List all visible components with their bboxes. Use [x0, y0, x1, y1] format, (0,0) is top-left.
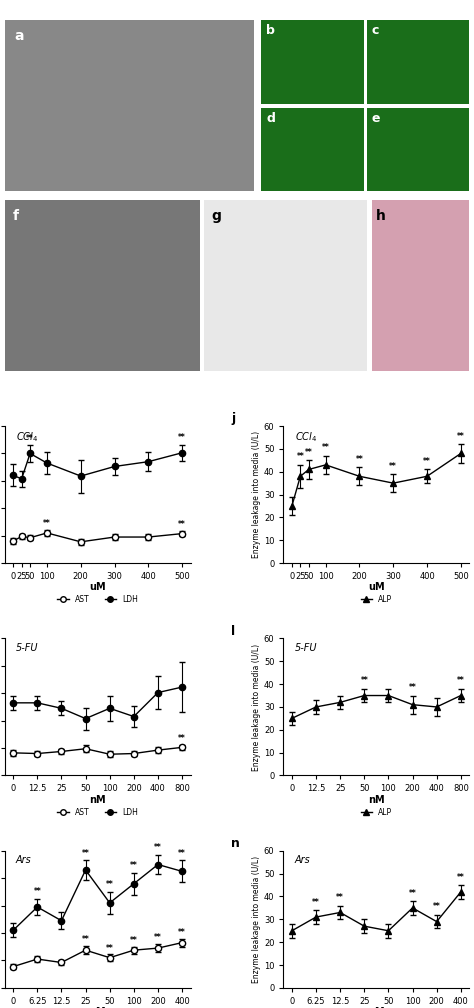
- Text: **: **: [82, 849, 90, 858]
- Text: c: c: [372, 24, 379, 37]
- Text: **: **: [296, 453, 304, 462]
- Text: 5-FU: 5-FU: [16, 642, 38, 652]
- Text: **: **: [305, 448, 313, 457]
- Legend: ALP: ALP: [357, 592, 395, 607]
- X-axis label: nM: nM: [368, 795, 385, 804]
- Y-axis label: Enzyme leakage into media (U/L): Enzyme leakage into media (U/L): [252, 643, 261, 770]
- Text: **: **: [154, 844, 162, 853]
- Text: **: **: [409, 889, 417, 898]
- Text: **: **: [457, 676, 465, 685]
- Text: n: n: [231, 837, 240, 850]
- Text: **: **: [457, 873, 465, 882]
- Text: a: a: [15, 28, 24, 42]
- Text: j: j: [231, 412, 236, 425]
- Text: **: **: [457, 431, 465, 440]
- X-axis label: nM: nM: [89, 795, 106, 804]
- Text: **: **: [178, 433, 186, 443]
- Text: CCl$_4$: CCl$_4$: [16, 430, 38, 444]
- Text: Ars: Ars: [295, 855, 310, 865]
- Text: **: **: [178, 734, 186, 743]
- Text: **: **: [178, 849, 186, 858]
- Text: **: **: [409, 683, 417, 692]
- Text: **: **: [130, 861, 138, 870]
- Y-axis label: Enzyme leakage into media (U/L): Enzyme leakage into media (U/L): [252, 431, 261, 558]
- Text: **: **: [26, 433, 34, 443]
- Text: **: **: [106, 943, 114, 953]
- Text: e: e: [372, 112, 381, 125]
- Text: **: **: [178, 520, 186, 529]
- Text: l: l: [231, 625, 236, 638]
- Text: **: **: [389, 462, 397, 471]
- X-axis label: uM: uM: [368, 583, 385, 593]
- Text: **: **: [423, 457, 431, 466]
- Legend: ALP: ALP: [357, 804, 395, 820]
- Legend: AST, LDH: AST, LDH: [54, 804, 141, 820]
- Text: **: **: [154, 933, 162, 942]
- Text: h: h: [375, 209, 385, 223]
- Text: Ars: Ars: [16, 855, 32, 865]
- Text: **: **: [322, 444, 329, 453]
- Text: 5-FU: 5-FU: [295, 642, 317, 652]
- Text: **: **: [106, 880, 114, 889]
- Text: **: **: [356, 455, 364, 464]
- Text: d: d: [266, 112, 275, 125]
- Y-axis label: Enzyme leakage into media (U/L): Enzyme leakage into media (U/L): [252, 856, 261, 983]
- Text: f: f: [12, 209, 18, 223]
- Legend: AST, LDH: AST, LDH: [54, 592, 141, 607]
- Text: **: **: [43, 519, 51, 528]
- Text: CCl$_4$: CCl$_4$: [295, 430, 317, 444]
- Text: **: **: [34, 887, 41, 896]
- Text: **: **: [130, 936, 138, 946]
- X-axis label: uM: uM: [89, 583, 106, 593]
- Text: **: **: [312, 898, 320, 907]
- Text: **: **: [336, 893, 344, 902]
- Text: g: g: [211, 209, 221, 223]
- Text: **: **: [360, 676, 368, 685]
- Text: **: **: [433, 902, 440, 911]
- Text: b: b: [266, 24, 275, 37]
- Text: **: **: [82, 935, 90, 944]
- Text: **: **: [178, 928, 186, 936]
